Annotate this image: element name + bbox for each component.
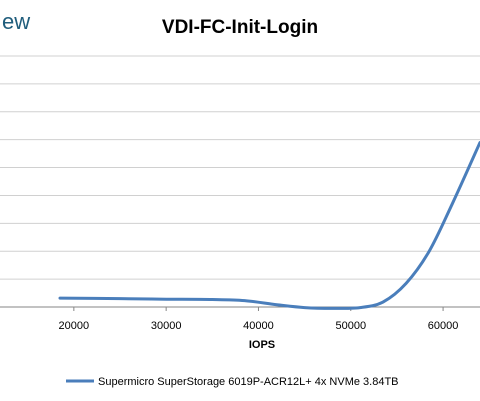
x-tick-labels: 20000 30000 40000 50000 60000 [59,307,459,332]
x-tick-label-1: 30000 [151,320,182,332]
series-line [58,141,480,310]
legend-entry: Supermicro SuperStorage 6019P-ACR12L+ 4x… [98,376,399,388]
x-tick-label-0: 20000 [59,320,90,332]
x-axis-label: IOPS [249,339,275,351]
logo-fragment: ew [2,9,30,34]
x-tick-label-2: 40000 [243,320,274,332]
chart-title: VDI-FC-Init-Login [162,17,318,38]
gridlines [0,55,480,280]
x-tick-label-4: 60000 [428,320,459,332]
x-tick-label-3: 50000 [335,320,366,332]
